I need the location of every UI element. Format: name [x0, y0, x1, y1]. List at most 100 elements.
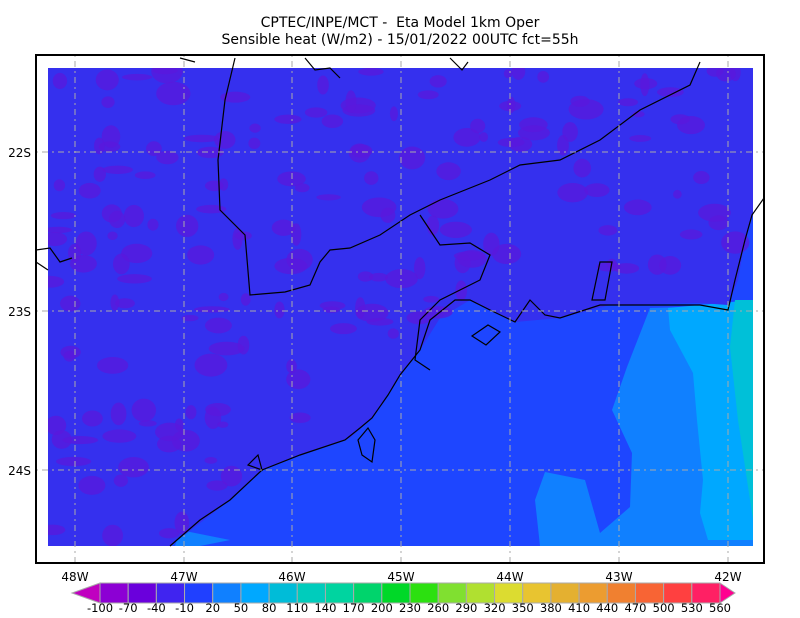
colorbar-label: 410	[568, 601, 590, 615]
purple-patch	[138, 420, 157, 427]
purple-patch	[218, 292, 229, 302]
colorbar-swatch	[634, 582, 665, 604]
purple-patch	[483, 232, 500, 256]
purple-patch	[55, 456, 92, 467]
purple-patch	[319, 301, 346, 310]
purple-patch	[208, 341, 245, 356]
colorbar-swatch	[268, 582, 298, 604]
purple-patch	[121, 243, 153, 264]
purple-patch	[48, 524, 66, 536]
purple-patch	[48, 226, 72, 234]
purple-patch	[147, 218, 159, 231]
purple-patch	[511, 68, 526, 80]
purple-patch	[677, 116, 705, 135]
purple-patch	[159, 528, 180, 539]
purple-patch	[196, 204, 227, 214]
lon-label: 46W	[278, 570, 305, 584]
purple-patch	[271, 219, 296, 236]
colorbar-swatch	[353, 582, 383, 604]
colorbar-swatch	[550, 582, 580, 604]
purple-patch	[214, 131, 236, 149]
colorbar-label: 170	[343, 601, 365, 615]
lon-label: 45W	[387, 570, 414, 584]
purple-patch	[286, 369, 311, 390]
purple-patch	[94, 137, 105, 155]
state-and-coast-borders	[35, 57, 765, 547]
colorbar-swatch	[127, 582, 157, 604]
latitude-labels: 22S 23S 24S	[8, 146, 31, 478]
purple-patch	[613, 263, 640, 274]
colorbar-label: 440	[596, 601, 618, 615]
colorbar-label: 50	[234, 601, 249, 615]
purple-patch	[387, 328, 399, 339]
purple-patch	[426, 215, 440, 236]
purple-patch	[389, 106, 398, 122]
purple-patch	[497, 137, 525, 147]
bay-santos	[246, 453, 263, 471]
colorbar-swatch	[296, 582, 326, 604]
island-ilha-grande	[470, 324, 502, 346]
lat-label: 22S	[8, 146, 31, 160]
colorbar-swatch	[184, 582, 214, 604]
purple-patch	[101, 125, 121, 148]
purple-patch	[156, 81, 191, 106]
purple-patch	[557, 134, 569, 156]
purple-patch	[48, 275, 65, 288]
purple-patch	[113, 474, 128, 487]
colorbar-label: 320	[484, 601, 506, 615]
purple-patch	[364, 171, 379, 185]
purple-patch	[716, 68, 736, 82]
purple-patch	[249, 123, 261, 133]
purple-patch	[63, 350, 76, 362]
purple-patch	[507, 96, 516, 114]
purple-patch	[304, 107, 328, 118]
title-line-2: Sensible heat (W/m2) - 15/01/2022 00UTC …	[221, 32, 578, 48]
purple-patch	[204, 457, 218, 464]
purple-patch	[568, 99, 604, 120]
colorbar-label: 380	[540, 601, 562, 615]
lon-label: 48W	[61, 570, 88, 584]
purple-patch	[134, 171, 156, 180]
colorbar-label: 560	[709, 601, 731, 615]
purple-patch	[82, 410, 103, 427]
lon-label: 44W	[496, 570, 523, 584]
purple-patch	[75, 231, 97, 256]
title-line-1: CPTEC/INPE/MCT - Eta Model 1km Oper	[261, 15, 540, 31]
purple-patch	[317, 75, 329, 95]
colorbar-label: -70	[119, 601, 138, 615]
purple-patch	[427, 199, 459, 219]
purple-patch	[102, 165, 133, 174]
purple-patch	[110, 294, 120, 311]
lon-label: 47W	[170, 570, 197, 584]
purple-patch	[721, 231, 750, 254]
island-ilhabela	[357, 426, 376, 464]
colorbar-swatch	[465, 582, 496, 604]
state-border-sp-rj	[414, 214, 491, 371]
purple-patch	[274, 301, 285, 319]
purple-patch	[414, 257, 426, 280]
land-purple-patches	[48, 68, 750, 546]
purple-patch	[316, 194, 341, 201]
purple-patch	[102, 524, 123, 546]
purple-patch	[289, 412, 311, 424]
lon-label: 42W	[714, 570, 741, 584]
purple-patch	[52, 72, 68, 90]
purple-patch	[78, 182, 101, 199]
purple-patch	[234, 231, 252, 241]
colorbar-label: 80	[262, 601, 277, 615]
purple-patch	[115, 298, 135, 309]
purple-patch	[679, 229, 703, 240]
purple-patch	[618, 98, 639, 107]
purple-patch	[50, 212, 77, 220]
purple-patch	[240, 293, 251, 306]
purple-patch	[479, 132, 489, 142]
purple-patch	[584, 183, 610, 197]
colorbar-label: 500	[653, 601, 675, 615]
colorbar-label: 200	[371, 601, 393, 615]
colorbar-swatch	[663, 582, 693, 604]
purple-patch	[51, 430, 72, 449]
colorbar-label: -10	[175, 601, 194, 615]
purple-patch	[358, 68, 384, 76]
lat-label: 24S	[8, 464, 31, 478]
purple-patch	[123, 204, 144, 228]
